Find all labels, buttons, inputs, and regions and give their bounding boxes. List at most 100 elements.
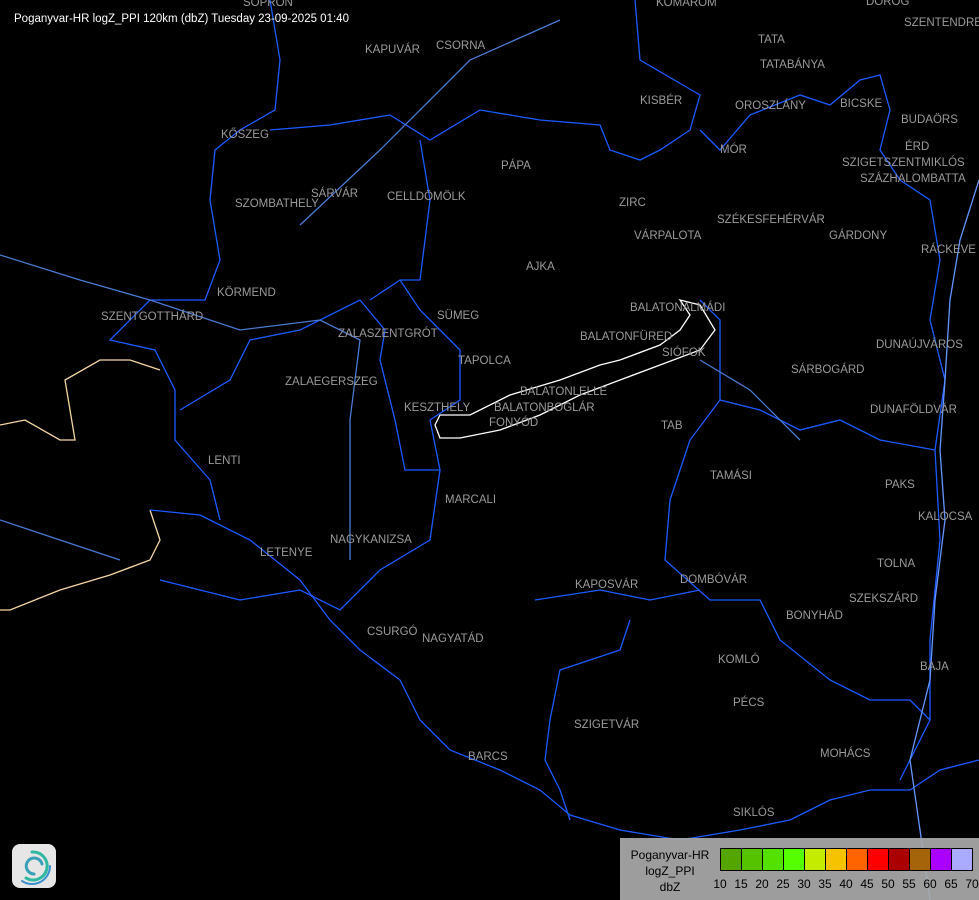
city-label: TAMÁSI bbox=[710, 470, 752, 482]
legend-tick-label: 70 bbox=[965, 877, 979, 891]
legend-tick-label: 65 bbox=[944, 877, 958, 891]
legend-swatch bbox=[805, 849, 826, 870]
legend-swatch bbox=[763, 849, 784, 870]
country-border bbox=[149, 509, 979, 841]
legend-color-bar bbox=[720, 848, 973, 871]
city-label: KOMÁROM bbox=[656, 0, 717, 9]
city-label: FONYÓD bbox=[489, 417, 539, 429]
legend-swatch bbox=[784, 849, 805, 870]
city-label: SIÓFOK bbox=[662, 347, 706, 359]
city-label: GÁRDONY bbox=[829, 230, 888, 242]
legend-swatch bbox=[847, 849, 868, 870]
city-label: DUNAFÖLDVÁR bbox=[870, 404, 957, 416]
city-label: SÁRVÁR bbox=[311, 188, 359, 200]
legend-unit: dbZ bbox=[659, 880, 681, 894]
legend-tick-label: 40 bbox=[839, 877, 853, 891]
city-label: LETENYE bbox=[260, 547, 313, 559]
city-label: BUDAÖRS bbox=[901, 114, 958, 126]
city-label: SZEKSZÁRD bbox=[849, 593, 919, 605]
city-label: TAB bbox=[661, 420, 683, 432]
legend-radar-name: Poganyvar-HR bbox=[630, 848, 710, 862]
city-label: BALATONALMÁDI bbox=[630, 302, 726, 314]
city-label: BALATONFÜRED bbox=[580, 331, 673, 343]
city-label: BONYHÁD bbox=[786, 610, 843, 622]
city-label: BAJA bbox=[920, 661, 949, 673]
county-border bbox=[179, 279, 461, 471]
city-label: SOPRON bbox=[243, 0, 293, 9]
city-label: SZIGETVÁR bbox=[574, 719, 640, 731]
legend-swatch bbox=[931, 849, 952, 870]
city-label: ZIRC bbox=[619, 197, 646, 209]
city-label: KALOCSA bbox=[918, 511, 973, 523]
city-label: TOLNA bbox=[877, 558, 916, 570]
city-label: TATABÁNYA bbox=[760, 59, 825, 71]
city-label: SÁRBOGÁRD bbox=[791, 364, 865, 376]
city-label: DUNAÚJVÁROS bbox=[876, 339, 963, 351]
county-border bbox=[534, 589, 701, 821]
legend-product: logZ_PPI bbox=[645, 864, 695, 878]
legend-swatch bbox=[910, 849, 931, 870]
legend-ticks: 10 15 20 25 30 35 40 45 50 55 60 65 70 bbox=[710, 877, 979, 891]
country-border bbox=[0, 359, 161, 611]
legend-swatch bbox=[826, 849, 847, 870]
legend-swatch bbox=[952, 849, 972, 870]
city-label: MOHÁCS bbox=[820, 748, 871, 760]
city-label: MARCALI bbox=[445, 494, 497, 506]
city-label: SZOMBATHELY bbox=[235, 198, 319, 210]
legend-tick-label: 25 bbox=[776, 877, 790, 891]
city-label: KISBÉR bbox=[640, 95, 683, 107]
legend-tick-label: 45 bbox=[860, 877, 874, 891]
color-legend: Poganyvar-HR logZ_PPI dbZ 10 15 20 25 30 35 40… bbox=[620, 838, 979, 900]
city-label: DOMBÓVÁR bbox=[680, 574, 748, 586]
river bbox=[0, 19, 801, 561]
river-danube bbox=[909, 179, 979, 900]
city-label: NAGYATÁD bbox=[422, 633, 484, 645]
legend-swatch bbox=[742, 849, 763, 870]
city-label: KAPOSVÁR bbox=[575, 579, 639, 591]
city-label: KOMLÓ bbox=[718, 654, 760, 666]
legend-tick-label: 30 bbox=[797, 877, 811, 891]
county-border bbox=[369, 139, 431, 301]
city-label: MÓR bbox=[720, 144, 747, 156]
city-label: ZALAEGERSZEG bbox=[285, 376, 378, 388]
city-label: CSORNA bbox=[436, 40, 486, 52]
city-label: CSURGÓ bbox=[367, 626, 418, 638]
city-label: RÁCKEVE bbox=[921, 244, 976, 256]
city-label: LENTI bbox=[208, 455, 241, 467]
county-border bbox=[159, 469, 441, 611]
city-label: OROSZLÁNY bbox=[735, 100, 806, 112]
city-label: PAKS bbox=[885, 479, 915, 491]
lake-balaton bbox=[434, 298, 716, 439]
city-label: KÖRMEND bbox=[217, 287, 276, 299]
city-label: TATA bbox=[758, 34, 785, 46]
city-label: AJKA bbox=[526, 261, 555, 273]
city-label: SZÁZHALOMBATTA bbox=[860, 173, 966, 185]
city-label: SZÉKESFEHÉRVÁR bbox=[717, 214, 825, 226]
county-border bbox=[269, 0, 701, 161]
city-label: KAPUVÁR bbox=[365, 44, 420, 56]
legend-tick-label: 60 bbox=[923, 877, 937, 891]
county-border bbox=[699, 74, 946, 781]
city-label: ÉRD bbox=[905, 141, 930, 153]
legend-tick-label: 20 bbox=[755, 877, 769, 891]
county-border bbox=[108, 0, 281, 521]
swirl-logo-icon bbox=[12, 844, 56, 888]
county-border bbox=[664, 399, 931, 721]
city-label: SZENTENDRE bbox=[904, 17, 979, 29]
city-label: DOROG bbox=[866, 0, 910, 8]
city-label: BALATONBOGLÁR bbox=[494, 402, 595, 414]
legend-swatch bbox=[889, 849, 910, 870]
city-label: TAPOLCA bbox=[458, 355, 511, 367]
legend-swatch bbox=[868, 849, 889, 870]
legend-tick-label: 50 bbox=[881, 877, 895, 891]
city-label: CELLDÖMÖLK bbox=[387, 191, 466, 203]
city-label: PÉCS bbox=[733, 697, 765, 709]
city-label: PÁPA bbox=[501, 160, 531, 172]
city-label: SÜMEG bbox=[437, 310, 480, 322]
legend-tick-label: 15 bbox=[734, 877, 748, 891]
city-label: BALATONLELLE bbox=[520, 386, 608, 398]
radar-title: Poganyvar-HR logZ_PPI 120km (dbZ) Tuesda… bbox=[14, 13, 349, 25]
legend-tick-label: 10 bbox=[713, 877, 727, 891]
